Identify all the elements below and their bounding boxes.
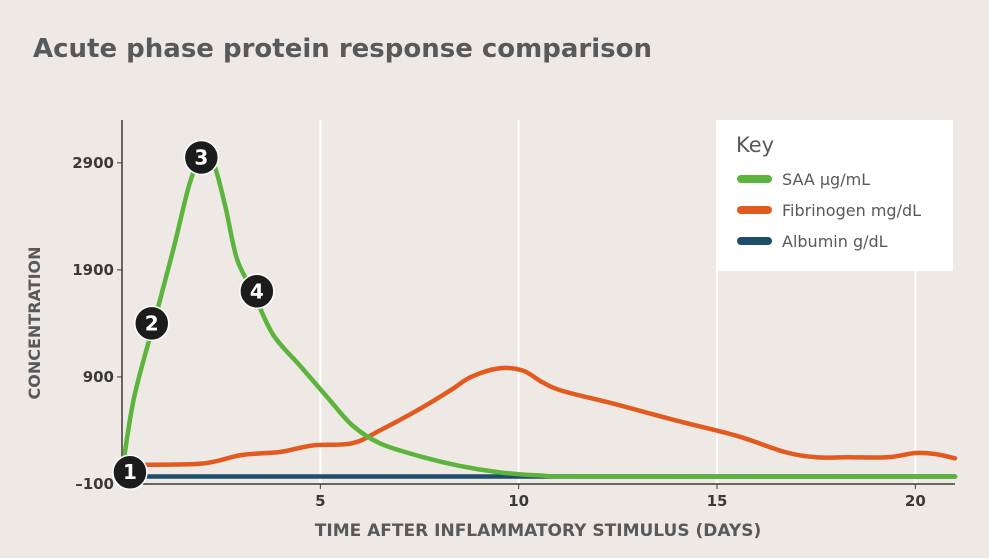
annotation-marker: 3 <box>183 139 220 176</box>
legend-item: SAA µg/mL <box>737 170 870 189</box>
series-line-saa <box>119 153 958 479</box>
annotation-marker: 1 <box>112 454 148 490</box>
series-line-fibrinogen <box>127 365 958 467</box>
x-tick-label: 15 <box>707 492 728 510</box>
x-tick-label: 5 <box>315 492 325 510</box>
legend-title: Key <box>736 133 774 157</box>
annotation-number: 3 <box>194 145 208 169</box>
y-tick-label: 1900 <box>72 261 114 279</box>
y-tick-label: –100 <box>75 475 114 493</box>
annotation-marker: 4 <box>239 273 275 310</box>
y-axis-title: CONCENTRATION <box>25 246 44 399</box>
annotation-layer: 1 2 3 4 <box>112 139 275 490</box>
series-layer <box>119 153 958 479</box>
x-tick-label: 10 <box>508 492 529 510</box>
legend-box <box>716 120 953 271</box>
y-tick-label: 900 <box>83 368 114 386</box>
annotation-badge <box>239 273 275 310</box>
annotation-badge <box>134 305 170 342</box>
x-axis-title: TIME AFTER INFLAMMATORY STIMULUS (DAYS) <box>315 521 761 541</box>
annotation-number: 4 <box>250 279 264 303</box>
legend-label: SAA µg/mL <box>782 170 870 189</box>
annotation-number: 1 <box>123 460 137 484</box>
chart-title: Acute phase protein response comparison <box>33 34 652 64</box>
legend-label: Fibrinogen mg/dL <box>782 201 921 220</box>
legend-label: Albumin g/dL <box>782 232 888 251</box>
axes-layer: 5 10 15 20 2900 1900 900 –100 <box>72 120 955 510</box>
y-tick-label: 2900 <box>72 154 114 172</box>
legend: Key SAA µg/mL Fibrinogen mg/dL Albumin g/d… <box>716 120 953 271</box>
x-tick-label: 20 <box>905 492 926 510</box>
legend-item: Albumin g/dL <box>737 232 888 251</box>
legend-items: SAA µg/mL Fibrinogen mg/dL Albumin g/dL <box>737 170 921 251</box>
legend-item: Fibrinogen mg/dL <box>737 201 921 220</box>
annotation-badge <box>112 454 148 490</box>
annotation-marker: 2 <box>134 305 170 342</box>
annotation-number: 2 <box>145 311 159 335</box>
annotation-badge <box>183 139 220 176</box>
